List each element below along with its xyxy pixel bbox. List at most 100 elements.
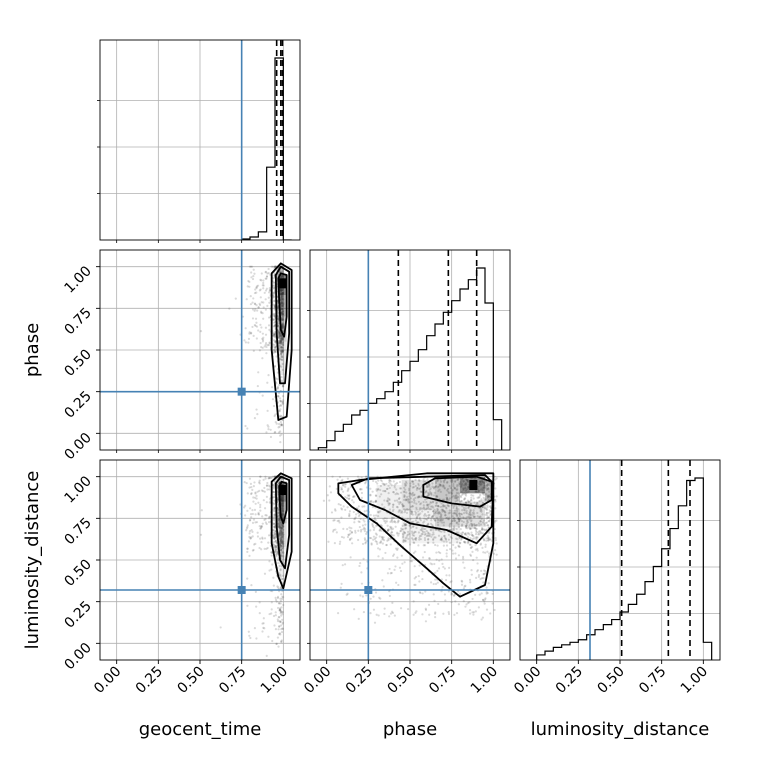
density-bin	[279, 523, 287, 547]
sample-point	[343, 483, 346, 486]
sample-point	[404, 508, 408, 511]
sample-point	[382, 536, 385, 539]
sample-point	[387, 528, 390, 531]
sample-point	[447, 611, 450, 614]
sample-point	[470, 519, 473, 522]
sample-point	[371, 490, 374, 493]
sample-point	[427, 516, 430, 520]
sample-point	[462, 557, 465, 560]
sample-point	[281, 355, 284, 359]
sample-point	[340, 486, 343, 489]
sample-point	[282, 384, 285, 387]
sample-point	[280, 354, 283, 358]
sample-point	[281, 341, 284, 344]
sample-point	[411, 505, 414, 508]
sample-point	[446, 480, 449, 484]
sample-point	[468, 601, 471, 604]
sample-point	[452, 494, 455, 498]
sample-point	[280, 337, 283, 340]
sample-point	[471, 514, 474, 517]
sample-point	[255, 325, 259, 328]
sample-point	[281, 533, 285, 536]
sample-point	[279, 633, 282, 636]
sample-point	[427, 494, 431, 497]
sample-point	[428, 532, 431, 536]
sample-point	[279, 292, 283, 295]
sample-point	[278, 531, 281, 534]
sample-point	[278, 517, 281, 520]
sample-point	[404, 484, 407, 487]
sample-point	[472, 613, 475, 616]
histogram-phase	[317, 267, 503, 450]
sample-point	[281, 526, 284, 529]
sample-point	[270, 476, 273, 479]
sample-point	[276, 483, 279, 486]
sample-point	[458, 592, 462, 595]
sample-point	[267, 635, 270, 638]
sample-point	[255, 286, 258, 289]
sample-point	[281, 543, 285, 546]
density-bin	[376, 485, 402, 519]
sample-point	[279, 335, 282, 338]
sample-point	[462, 479, 465, 483]
sample-point	[437, 505, 440, 508]
sample-point	[421, 592, 424, 595]
sample-point	[278, 602, 281, 605]
sample-point	[358, 520, 361, 524]
sample-point	[277, 520, 280, 523]
sample-point	[252, 274, 255, 278]
sample-point	[280, 415, 283, 418]
sample-point	[384, 551, 387, 555]
sample-point	[279, 339, 283, 342]
sample-point	[282, 533, 285, 536]
sample-point	[445, 517, 448, 520]
sample-point	[418, 513, 421, 516]
sample-point	[432, 541, 435, 544]
sample-point	[402, 508, 406, 511]
hist-panel-phase	[310, 250, 510, 450]
sample-point	[485, 512, 488, 515]
sample-point	[454, 557, 458, 560]
sample-point	[279, 540, 282, 543]
sample-point	[272, 303, 275, 306]
sample-point	[447, 533, 451, 536]
sample-point	[465, 522, 468, 525]
sample-point	[433, 513, 436, 516]
sample-point	[266, 343, 269, 347]
sample-point	[278, 335, 281, 339]
sample-point	[477, 496, 480, 499]
sample-point	[266, 272, 269, 275]
sample-point	[457, 544, 460, 547]
sample-point	[435, 551, 438, 554]
sample-point	[278, 330, 281, 333]
sample-point	[363, 537, 366, 540]
sample-point	[280, 630, 284, 634]
sample-point	[265, 547, 268, 550]
sample-point	[450, 591, 453, 595]
sample-point	[458, 545, 461, 548]
sample-point	[474, 477, 477, 480]
sample-point	[369, 529, 372, 532]
sample-point	[455, 531, 458, 534]
sample-point	[469, 509, 473, 512]
sample-point	[273, 295, 276, 298]
sample-point	[258, 479, 261, 482]
sample-point	[476, 496, 479, 499]
sample-point	[412, 538, 415, 541]
sample-point	[280, 534, 283, 537]
sample-point	[281, 345, 284, 349]
sample-point	[468, 526, 472, 529]
sample-point	[262, 281, 265, 285]
sample-point	[279, 341, 283, 344]
sample-point	[340, 488, 343, 491]
sample-point	[281, 535, 285, 538]
sample-point	[273, 499, 276, 502]
sample-point	[402, 533, 405, 536]
sample-point	[459, 532, 462, 535]
sample-point	[427, 505, 430, 508]
density-bin	[435, 476, 460, 502]
sample-point	[488, 505, 491, 508]
sample-point	[430, 517, 433, 520]
sample-point	[281, 508, 284, 512]
sample-point	[279, 552, 282, 555]
